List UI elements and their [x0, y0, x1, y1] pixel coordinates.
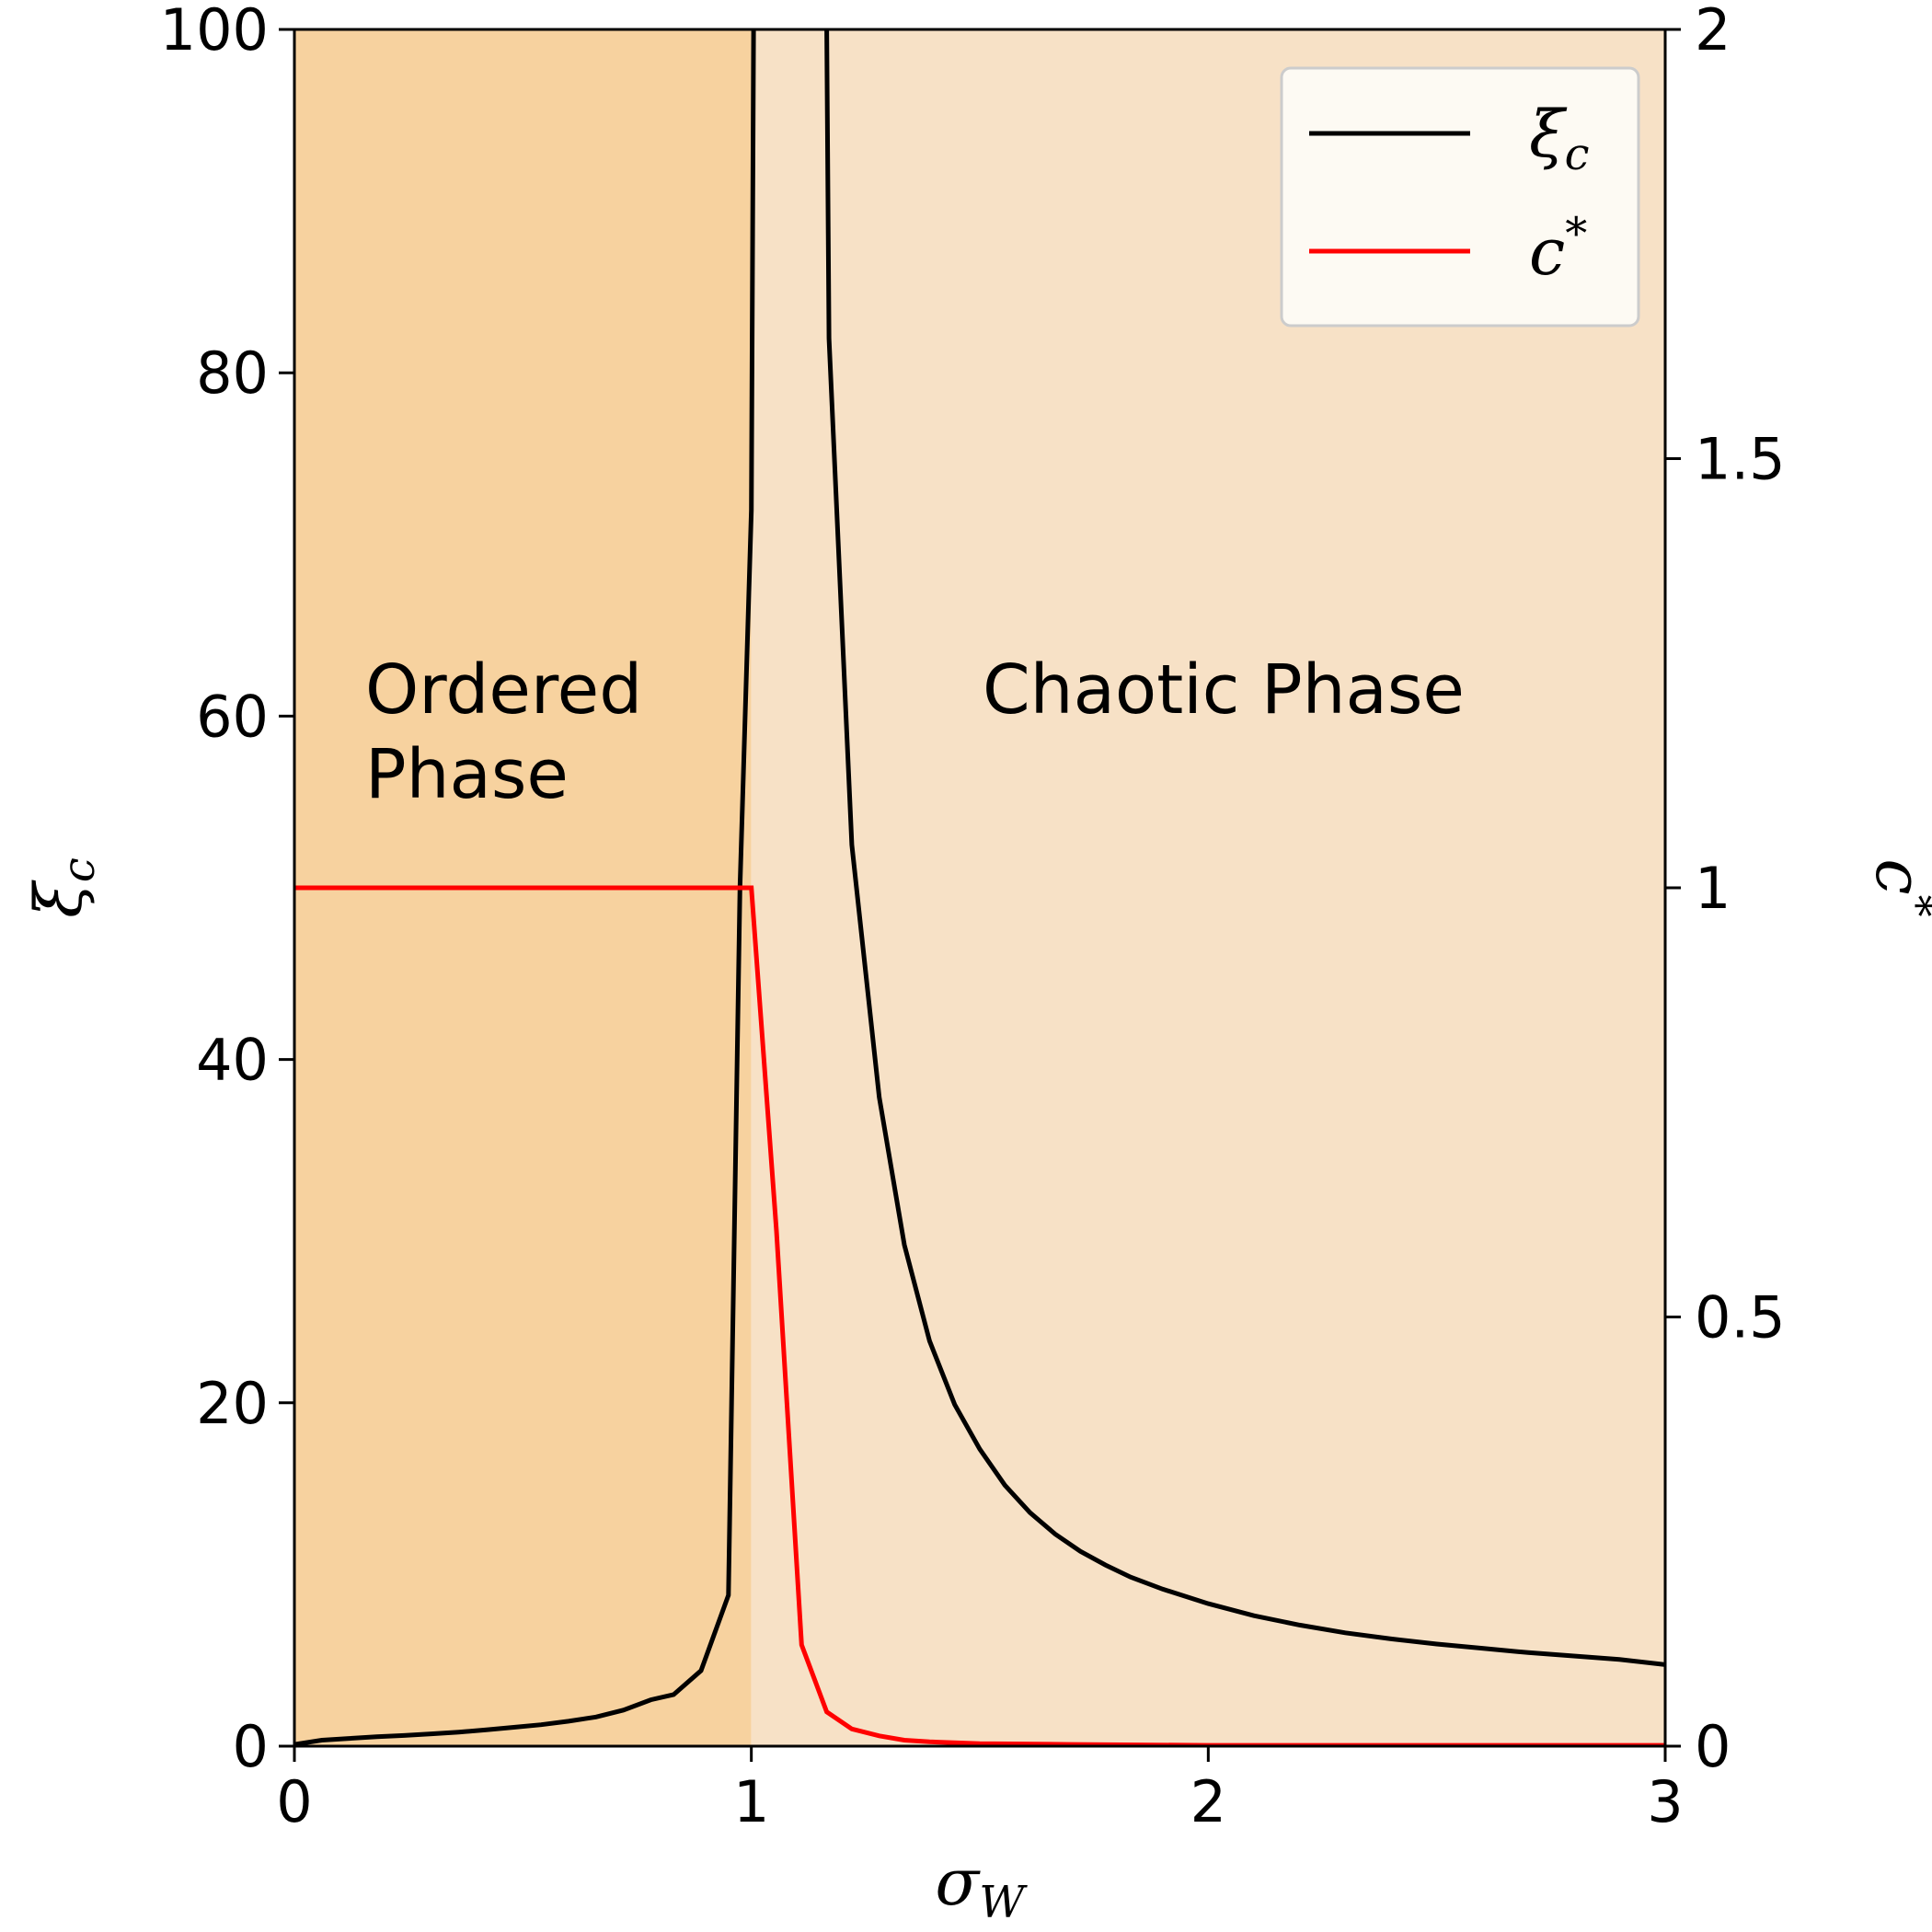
chaotic-phase-label: Chaotic Phase [983, 650, 1465, 730]
left-y-axis-label: ξc [21, 857, 105, 917]
xi-c-series-line-rising [294, 29, 756, 1746]
right-y-tick-label: 1.5 [1695, 426, 1786, 493]
x-tick-label: 0 [276, 1768, 312, 1835]
legend-label-c-star: c* [1529, 208, 1587, 290]
ordered-phase-label-line: Ordered [365, 650, 642, 730]
left-y-tick-label: 60 [196, 683, 269, 750]
left-y-tick-label: 0 [233, 1713, 269, 1780]
right-y-axis-label: c* [1861, 858, 1932, 916]
x-axis-label: σW [935, 1845, 1028, 1928]
right-y-tick-label: 0.5 [1695, 1284, 1786, 1351]
ordered-phase-label-line: Phase [365, 735, 569, 814]
right-y-tick-label: 1 [1695, 855, 1731, 922]
left-y-tick-label: 40 [196, 1027, 269, 1094]
right-y-tick-label: 2 [1695, 0, 1731, 63]
left-y-tick-label: 20 [196, 1370, 269, 1437]
legend-label-xi-c: ξc [1529, 97, 1589, 180]
right-y-axis-ticks: 0 0.5 1 1.5 2 [1665, 0, 1786, 1780]
left-y-axis-ticks: 0 20 40 60 80 100 [160, 0, 294, 1780]
x-tick-label: 1 [733, 1768, 769, 1835]
legend: ξc c* [1280, 66, 1640, 328]
x-tick-label: 2 [1190, 1768, 1226, 1835]
region-labels: Ordered Phase Chaotic Phase [365, 650, 1465, 814]
x-tick-label: 3 [1647, 1768, 1683, 1835]
x-axis-ticks: 0 1 2 3 [276, 1746, 1684, 1835]
xi-c-series-line-falling [824, 29, 1665, 1667]
left-y-tick-label: 80 [196, 339, 269, 407]
legend-box [1280, 66, 1640, 328]
ordered-phase-label: Ordered Phase [365, 650, 642, 814]
left-y-tick-label: 100 [160, 0, 269, 63]
right-y-tick-label: 0 [1695, 1713, 1731, 1780]
